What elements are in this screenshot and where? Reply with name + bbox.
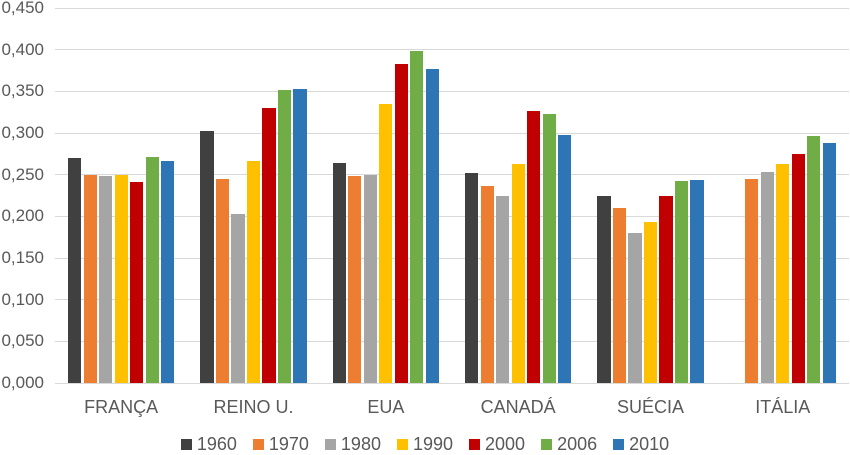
legend-label: 2000 xyxy=(485,434,526,454)
bar-1980-fran-a[interactable] xyxy=(99,176,113,383)
bar-1990-su-cia[interactable] xyxy=(643,222,658,383)
bar-2006-fran-a[interactable] xyxy=(145,157,159,383)
bar-1980-canad-[interactable] xyxy=(496,196,510,383)
bar-2000-eua[interactable] xyxy=(394,63,408,383)
y-tick-label: 0,100 xyxy=(1,289,44,309)
bar-1990-fran-a[interactable] xyxy=(114,174,128,383)
bar-1960-su-cia[interactable] xyxy=(597,196,611,383)
x-axis-label-fran-a: FRANÇA xyxy=(84,397,159,417)
bar-1990-canad-[interactable] xyxy=(511,163,525,383)
bar-1960-fran-a[interactable] xyxy=(68,158,82,383)
bar-1970-fran-a[interactable] xyxy=(83,174,97,383)
bar-2006-su-cia[interactable] xyxy=(674,181,689,383)
y-tick-label: 0,000 xyxy=(1,373,44,392)
legend-swatch-icon xyxy=(613,438,625,450)
bar-2010-canad-[interactable] xyxy=(558,134,572,383)
x-axis-label-su-cia: SUÉCIA xyxy=(616,397,684,417)
gridline xyxy=(55,257,849,259)
legend-swatch-icon xyxy=(396,438,408,450)
bar-2006-reino-u-[interactable] xyxy=(277,89,292,383)
gridline xyxy=(55,7,849,9)
legend-item-1960[interactable]: 1960 xyxy=(180,434,237,454)
gridline xyxy=(55,132,849,134)
bar-1960-canad-[interactable] xyxy=(465,173,479,383)
y-tick-label: 0,200 xyxy=(1,206,44,226)
bar-2010-it-lia[interactable] xyxy=(822,143,836,383)
bar-1970-it-lia[interactable] xyxy=(745,178,759,383)
legend-label: 1960 xyxy=(196,434,237,454)
bar-2000-fran-a[interactable] xyxy=(130,182,144,383)
y-tick-label: 0,250 xyxy=(1,164,44,184)
bar-1960-eua[interactable] xyxy=(332,163,346,383)
gridline xyxy=(55,340,849,342)
bar-2006-it-lia[interactable] xyxy=(807,136,821,383)
x-axis-label-eua: EUA xyxy=(367,397,405,417)
bar-2000-canad-[interactable] xyxy=(527,110,541,383)
legend-item-1990[interactable]: 1990 xyxy=(396,434,454,454)
bar-2010-reino-u-[interactable] xyxy=(293,88,307,383)
legend-swatch-icon xyxy=(469,438,481,450)
bar-1990-reino-u-[interactable] xyxy=(246,161,261,383)
legend-item-2006[interactable]: 2006 xyxy=(541,435,597,453)
y-tick-label: 0,150 xyxy=(1,248,44,267)
bar-2010-su-cia[interactable] xyxy=(690,179,704,383)
legend-swatch-icon xyxy=(324,438,336,450)
bar-2010-fran-a[interactable] xyxy=(161,160,175,383)
y-tick-label: 0,400 xyxy=(1,39,44,59)
legend: 1960 1970 1980 1990 2000 2006 2010 xyxy=(0,434,850,454)
y-tick-label: 0,350 xyxy=(1,81,44,101)
gridline xyxy=(55,299,849,301)
legend-item-1980[interactable]: 1980 xyxy=(324,434,381,454)
bar-2000-it-lia[interactable] xyxy=(791,153,805,383)
bar-1970-canad-[interactable] xyxy=(480,185,494,383)
legend-swatch-icon xyxy=(252,438,264,450)
bar-2006-eua[interactable] xyxy=(410,50,424,383)
x-axis-label-reino-u-: REINO U. xyxy=(213,397,294,417)
bar-2000-su-cia[interactable] xyxy=(659,195,673,383)
gridline xyxy=(55,174,849,176)
legend-item-2000[interactable]: 2000 xyxy=(469,435,525,453)
y-tick-label: 0,300 xyxy=(1,123,44,142)
legend-label: 2010 xyxy=(629,434,670,454)
bar-1990-eua[interactable] xyxy=(379,103,393,383)
gridline xyxy=(55,49,849,51)
legend-label: 1980 xyxy=(340,434,381,454)
bar-1990-it-lia[interactable] xyxy=(776,163,790,383)
x-axis-line xyxy=(55,382,849,384)
legend-swatch-icon xyxy=(180,438,192,450)
gridline xyxy=(55,215,849,217)
legend-item-2010[interactable]: 2010 xyxy=(613,435,669,453)
bar-1980-eua[interactable] xyxy=(363,174,377,383)
x-axis-label-canad-: CANADÁ xyxy=(480,397,556,417)
bar-1960-reino-u-[interactable] xyxy=(200,130,214,383)
y-tick-label: 0,450 xyxy=(1,0,44,17)
bar-1970-su-cia[interactable] xyxy=(612,208,627,383)
legend-label: 1970 xyxy=(268,434,309,454)
bar-1970-reino-u-[interactable] xyxy=(215,178,230,383)
legend-label: 1990 xyxy=(412,434,454,454)
bar-1980-reino-u-[interactable] xyxy=(231,213,245,383)
bar-1980-it-lia[interactable] xyxy=(760,172,774,383)
bar-1980-su-cia[interactable] xyxy=(628,233,642,383)
y-tick-label: 0,050 xyxy=(1,331,44,351)
bar-2000-reino-u-[interactable] xyxy=(262,108,276,383)
x-axis-label-it-lia: ITÁLIA xyxy=(755,397,811,417)
legend-swatch-icon xyxy=(541,438,553,450)
bar-2010-eua[interactable] xyxy=(425,68,439,383)
legend-label: 2006 xyxy=(557,434,598,454)
bar-1970-eua[interactable] xyxy=(348,176,362,383)
legend-item-1970[interactable]: 1970 xyxy=(252,434,309,454)
bar-2006-canad-[interactable] xyxy=(542,113,556,383)
gridline xyxy=(55,90,849,92)
